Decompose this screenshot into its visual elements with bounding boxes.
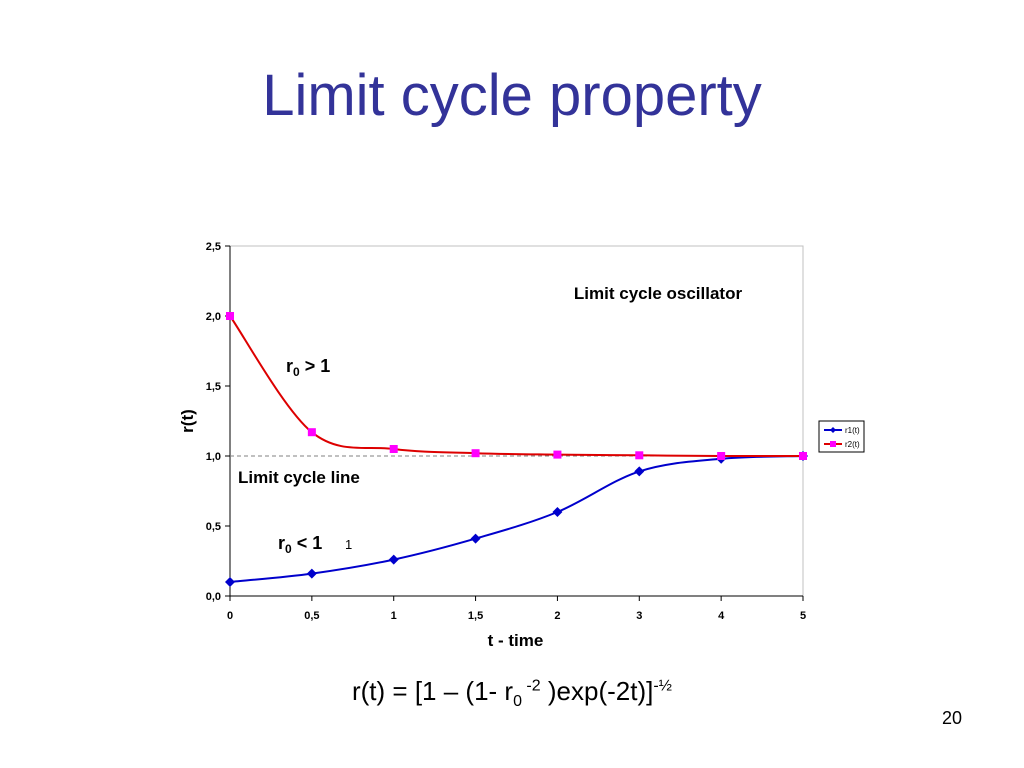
plot-frame [229,245,804,597]
annotation-r0-less-r: r [278,533,285,553]
data-point-r1(t) [552,507,563,517]
annotation-r0-less: r0 < 1 [278,533,322,556]
y-tick-label: 2,0 [206,311,221,323]
x-tick-label: 2 [554,610,560,622]
data-point-r1(t) [634,466,645,477]
x-tick-label: 1 [391,610,397,622]
legend-label: r2(t) [845,440,860,449]
formula-part1: r(t) = [1 – (1- r [351,676,514,706]
annotation-oscillator: Limit cycle oscillator [574,284,743,303]
series-layer [225,312,808,587]
x-tick-label: 0 [227,610,233,622]
data-point-r1(t) [225,577,235,587]
plot-area [229,245,804,597]
legend-marker [830,441,836,447]
legend-marker [830,427,836,433]
data-point-r1(t) [470,533,481,544]
data-point-r2(t) [471,449,480,458]
formula-sup2: -½ [653,677,672,695]
legend: r1(t) r2(t) [818,420,865,453]
y-tick-label: 1,0 [206,451,221,463]
x-tick-label: 1,5 [468,610,483,622]
legend-box [818,420,865,453]
x-tick-label: 4 [718,610,725,622]
data-point-r2(t) [635,451,644,460]
x-tick-label: 5 [800,610,806,622]
x-ticks: 0 0,5 1 1,5 2 3 4 5 [227,596,806,622]
data-point-r1(t) [388,554,399,565]
annotation-r0-greater-r: r [286,356,293,376]
y-ticks: 0,0 0,5 1,0 1,5 2,0 2,5 [206,241,230,603]
x-tick-label: 0,5 [304,610,319,622]
annotation-limit-cycle-line: Limit cycle line [238,468,360,487]
annotation-small-one: 1 [345,537,352,552]
annotation-r0-greater-cond: > 1 [300,356,331,376]
data-point-r2(t) [717,452,726,460]
formula-sub: 0 [513,693,522,711]
series-line-r1(t) [229,455,804,583]
x-axis-label: t - time [488,631,544,650]
data-point-r2(t) [799,452,807,460]
data-point-r2(t) [226,312,234,320]
y-tick-label: 0,0 [206,591,221,603]
annotation-r0-greater: r0 > 1 [286,356,330,379]
y-tick-label: 0,5 [206,521,221,533]
x-tick-label: 3 [636,610,642,622]
slide-title: Limit cycle property [262,63,762,128]
annotation-r0-less-cond: < 1 [292,533,323,553]
formula-part2: )exp(-2t)] [540,676,654,706]
y-axis-label: r(t) [178,409,197,433]
formula: r(t) = [1 – (1- r0 -2 )exp(-2t)]-½ [0,676,1024,711]
data-point-r1(t) [306,568,317,579]
data-point-r2(t) [553,450,562,459]
annotation-r0-less-sub: 0 [285,542,292,556]
legend-label: r1(t) [845,426,860,435]
data-point-r2(t) [307,428,316,437]
formula-sup1: -2 [521,677,541,695]
y-tick-label: 1,5 [206,381,221,393]
data-point-r2(t) [389,445,398,453]
y-tick-label: 2,5 [206,241,221,253]
page-number: 20 [941,708,962,728]
annotation-r0-greater-sub: 0 [293,365,300,379]
